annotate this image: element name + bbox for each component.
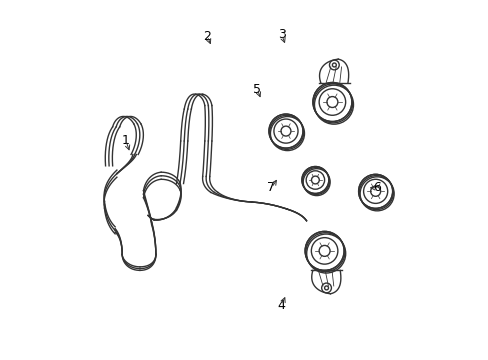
Text: 1: 1 (122, 134, 129, 147)
Text: 2: 2 (203, 30, 211, 42)
Text: 4: 4 (277, 298, 285, 312)
Text: 5: 5 (253, 83, 261, 96)
Text: 6: 6 (373, 181, 381, 194)
Text: 7: 7 (267, 181, 275, 194)
Text: 3: 3 (277, 28, 285, 41)
